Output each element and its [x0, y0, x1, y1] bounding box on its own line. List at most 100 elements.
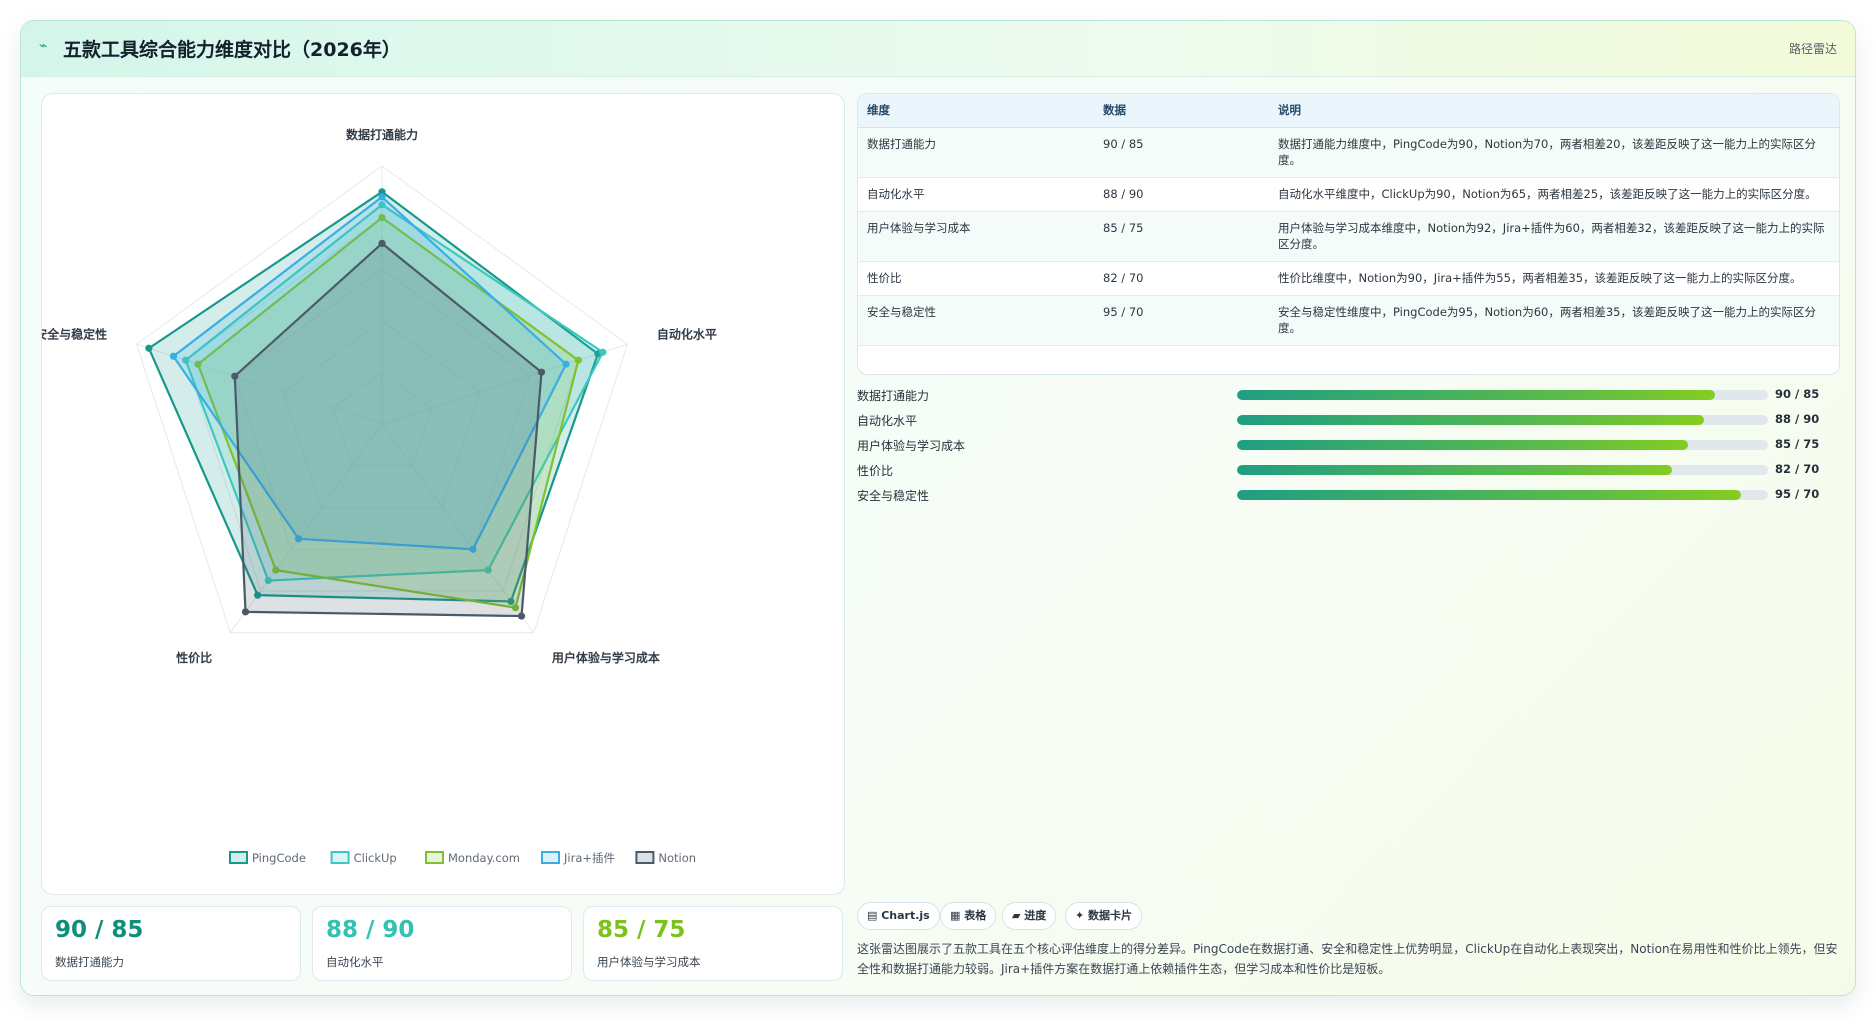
header-bar: ⌁ 五款工具综合能力维度对比（2026年） 路径雷达 — [21, 21, 1855, 77]
table-header-cell: 数据 — [1094, 94, 1269, 128]
legend-label: PingCode — [252, 851, 306, 865]
legend-label: ClickUp — [354, 851, 397, 865]
table-cell-data: 95 / 70 — [1094, 295, 1269, 346]
table-row: 自动化水平 88 / 90 自动化水平维度中，ClickUp为90，Notion… — [858, 177, 1839, 212]
table-cell-data: 88 / 90 — [1094, 177, 1269, 212]
radar-point — [537, 368, 546, 376]
data-table: 维度 数据 说明 数据打通能力 90 / 85 数据打通能力维度中，PingCo… — [857, 93, 1840, 375]
progress-fill — [1237, 440, 1689, 450]
radar-point — [182, 356, 190, 364]
radar-axis-label: 自动化水平 — [657, 327, 717, 342]
kpi-value: 90 / 85 — [55, 917, 144, 943]
radar-point — [469, 545, 477, 553]
progress-row: 性价比 82 / 70 — [857, 458, 1840, 483]
legend-swatch — [330, 851, 350, 864]
radar-grid-ring — [136, 165, 628, 634]
radar-series-area — [184, 203, 604, 582]
kpi-card: 85 / 75 用户体验与学习成本 — [583, 906, 843, 981]
table-cell-dimension: 数据打通能力 — [858, 127, 1094, 178]
radar-point — [599, 348, 607, 356]
radar-spoke — [381, 343, 628, 425]
table-cell-description: 自动化水平维度中，ClickUp为90，Notion为65，两者相差25，该差距… — [1269, 177, 1839, 212]
progress-value: 88 / 90 — [1775, 412, 1820, 426]
radar-point — [241, 608, 250, 616]
table-cell-data: 82 / 70 — [1094, 261, 1269, 296]
radar-chart-panel: 数据打通能力 自动化水平 用户体验与学习成本 性价比 安全与稳定性 PingCode Cli… — [41, 93, 845, 895]
radar-point — [378, 201, 386, 209]
progress-label: 数据打通能力 — [857, 389, 930, 403]
radar-point — [378, 214, 386, 222]
table-row: 性价比 82 / 70 性价比维度中，Notion为90，Jira+插件为55，… — [858, 261, 1839, 296]
legend-label: Monday.com — [448, 851, 520, 865]
legend-label: Notion — [658, 851, 696, 865]
table-cell-data: 90 / 85 — [1094, 127, 1269, 178]
table-row: 安全与稳定性 95 / 70 安全与稳定性维度中，PingCode为95，Not… — [858, 295, 1839, 346]
radar-point — [231, 372, 239, 380]
radar-point — [507, 597, 515, 606]
table-cell-description: 用户体验与学习成本维度中，Notion为92，Jira+插件为60，两者相差32… — [1269, 211, 1839, 262]
radar-grid-ring — [234, 268, 530, 550]
chip-data-cards[interactable]: ✦ 数据卡片 — [1065, 902, 1143, 930]
radar-point — [574, 356, 582, 364]
progress-track — [1237, 440, 1768, 450]
progress-fill — [1237, 465, 1673, 475]
radar-axis-label: 用户体验与学习成本 — [551, 650, 660, 665]
progress-value: 90 / 85 — [1775, 387, 1820, 401]
radar-point — [517, 612, 526, 620]
kpi-value: 85 / 75 — [597, 917, 686, 943]
table-cell-description: 安全与稳定性维度中，PingCode为95，Notion为60，两者相差35，该… — [1269, 295, 1839, 346]
table-header-cell: 说明 — [1269, 94, 1839, 128]
progress-fill — [1237, 390, 1715, 400]
page-title: 五款工具综合能力维度对比（2026年） — [63, 39, 401, 61]
table-cell-dimension: 安全与稳定性 — [858, 295, 1094, 346]
legend-swatch — [229, 851, 248, 864]
chart-type-tag: 路径雷达 — [1788, 42, 1837, 56]
radar-series-area — [172, 195, 568, 551]
chart-icon: ⌁ — [39, 38, 48, 54]
progress-track — [1237, 490, 1768, 500]
legend-swatch — [635, 851, 655, 864]
progress-track — [1237, 390, 1768, 400]
table-cell-description: 数据打通能力维度中，PingCode为90，Notion为70，两者相差20，该… — [1269, 127, 1839, 178]
radar-point — [254, 591, 262, 599]
table-row: 数据打通能力 90 / 85 数据打通能力维度中，PingCode为90，Not… — [858, 127, 1839, 178]
radar-point — [484, 566, 492, 574]
kpi-card: 90 / 85 数据打通能力 — [41, 906, 301, 981]
radar-point — [378, 193, 386, 201]
radar-point — [169, 352, 178, 360]
progress-fill — [1237, 490, 1742, 500]
radar-spoke — [136, 343, 383, 425]
kpi-label: 用户体验与学习成本 — [597, 955, 701, 969]
progress-value: 95 / 70 — [1775, 487, 1820, 501]
kpi-value: 88 / 90 — [326, 917, 415, 943]
radar-point — [562, 360, 570, 368]
progress-fill — [1237, 415, 1705, 425]
chip-table[interactable]: ▦ 表格 — [940, 902, 997, 930]
table-header-cell: 维度 — [858, 94, 1094, 128]
radar-point — [511, 604, 520, 612]
progress-track — [1237, 465, 1768, 475]
chip-chartjs[interactable]: ▤ Chart.js — [857, 902, 940, 930]
progress-label: 用户体验与学习成本 — [857, 439, 966, 453]
radar-point — [194, 360, 202, 368]
kpi-card: 88 / 90 自动化水平 — [312, 906, 572, 981]
summary-text: 这张雷达图展示了五款工具在五个核心评估维度上的得分差异。PingCode在数据打… — [857, 942, 1838, 976]
table-cell-dimension: 用户体验与学习成本 — [858, 211, 1094, 262]
radar-axis-label: 安全与稳定性 — [42, 327, 107, 342]
radar-point — [264, 576, 272, 585]
table-header-row: 维度 数据 说明 — [858, 94, 1839, 128]
radar-grid-ring — [332, 371, 432, 467]
chip-progress[interactable]: ▰ 进度 — [1002, 902, 1057, 930]
progress-value: 85 / 75 — [1775, 437, 1820, 451]
radar-series-area — [196, 216, 580, 609]
table-cell-dimension: 自动化水平 — [858, 177, 1094, 212]
progress-row: 数据打通能力 90 / 85 — [857, 383, 1840, 408]
radar-point — [272, 566, 280, 574]
table-cell-data: 85 / 75 — [1094, 211, 1269, 262]
table-cell-dimension: 性价比 — [858, 261, 1094, 296]
radar-axis-label: 数据打通能力 — [346, 127, 418, 142]
progress-row: 安全与稳定性 95 / 70 — [857, 483, 1840, 508]
progress-row: 自动化水平 88 / 90 — [857, 408, 1840, 433]
legend-swatch — [425, 851, 444, 864]
